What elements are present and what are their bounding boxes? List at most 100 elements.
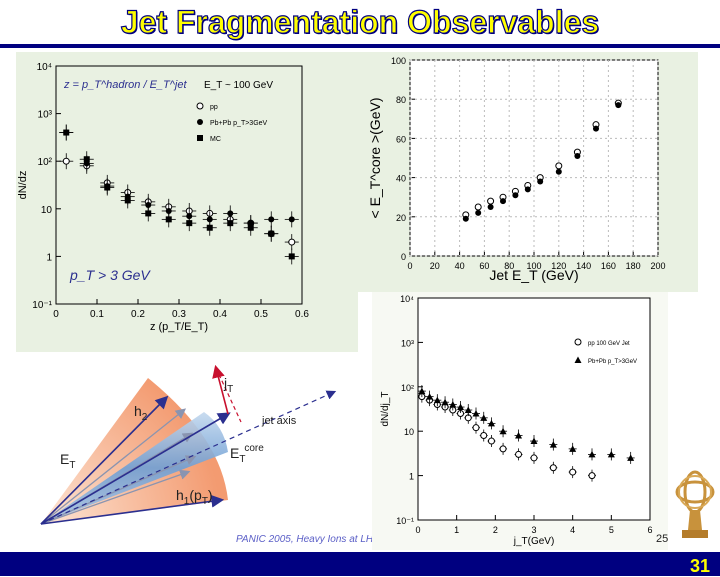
x-tick-label: 40 xyxy=(455,261,465,271)
data-point xyxy=(145,202,152,209)
y-tick-label: 10 xyxy=(41,205,53,216)
x-tick-label: 0.4 xyxy=(213,309,227,320)
y-tick-label: 10⁴ xyxy=(400,294,414,304)
x-tick-label: 140 xyxy=(576,261,591,271)
jt-projection xyxy=(215,367,242,423)
y-tick-label: 10³ xyxy=(38,110,53,121)
data-point xyxy=(462,215,469,222)
x-tick-label: 1 xyxy=(454,525,459,535)
x-tick-label: 0.6 xyxy=(295,309,309,320)
data-point xyxy=(530,437,538,445)
data-point xyxy=(555,168,562,175)
data-point xyxy=(524,186,531,193)
data-point xyxy=(288,253,295,260)
legend-entry: pp xyxy=(210,104,218,111)
x-tick-label: 80 xyxy=(504,261,514,271)
legend-entry: MC xyxy=(210,136,221,143)
et-core-label: ETcore xyxy=(230,443,264,465)
data-point xyxy=(474,203,482,211)
y-axis-label: dN/dj_T xyxy=(380,391,391,426)
legend-marker xyxy=(574,338,582,346)
y-axis-label: dN/dz xyxy=(17,171,29,200)
data-point xyxy=(268,216,275,223)
x-tick-label: 100 xyxy=(526,261,541,271)
data-point xyxy=(593,125,599,132)
data-point xyxy=(165,207,172,214)
h1-track xyxy=(40,494,225,525)
fragmentation-chart: 0 0.1 0.2 0.3 0.4 0.5 0.6 10⁻¹ 1 10 10² 10³ 10⁴ z (p_… xyxy=(17,62,309,333)
h2-track xyxy=(40,395,169,525)
data-point xyxy=(83,156,90,163)
y-tick-label: 10⁻¹ xyxy=(32,300,52,311)
data-point xyxy=(569,468,577,476)
plot-frame xyxy=(417,297,651,521)
et-core-panel: 0 20 40 60 80 100 120 140 160 180 200 0 20 40 60 80 100 J… xyxy=(358,52,698,292)
et-vector xyxy=(40,412,231,525)
legend-marker xyxy=(574,356,582,363)
x-tick-label: 20 xyxy=(430,261,440,271)
x-tick-label: 120 xyxy=(551,261,566,271)
data-point xyxy=(426,393,434,400)
data-point xyxy=(537,178,544,185)
data-point xyxy=(104,184,111,191)
data-point xyxy=(515,450,523,458)
data-point xyxy=(206,216,213,223)
x-tick-label: 0 xyxy=(53,309,59,320)
data-point xyxy=(549,464,557,472)
y-tick-label: 1 xyxy=(46,252,52,263)
x-tick-label: 5 xyxy=(609,525,614,535)
legend-entry: pp 100 GeV Jet xyxy=(588,341,630,347)
y-tick-label: 20 xyxy=(396,213,406,223)
data-point xyxy=(288,216,295,223)
data-point xyxy=(487,204,494,210)
data-point xyxy=(480,414,488,421)
data-point xyxy=(555,162,563,170)
data-point xyxy=(530,454,538,462)
data-point xyxy=(62,157,70,165)
jt-vector xyxy=(212,364,229,415)
data-point xyxy=(433,396,441,404)
data-point xyxy=(145,210,152,217)
conference-footer: PANIC 2005, Heavy Ions at LHC, October 2… xyxy=(236,534,372,545)
data-point xyxy=(515,432,523,439)
data-point xyxy=(500,198,506,205)
data-point xyxy=(627,454,635,461)
x-tick-label: 0.1 xyxy=(90,309,104,320)
y-tick-label: 10³ xyxy=(401,338,414,348)
data-point xyxy=(472,424,480,432)
legend-marker xyxy=(197,119,203,125)
jet-diagram-panel: jT h2 jet axis ET ETcore h1(pT) PANIC 20… xyxy=(16,352,463,550)
jt-label: jT xyxy=(223,375,233,395)
y-tick-label: 10² xyxy=(38,157,53,168)
energy-label: E_T ~ 100 GeV xyxy=(204,80,273,91)
y-tick-label: 80 xyxy=(396,95,406,105)
x-axis-label: Jet E_T (GeV) xyxy=(489,267,578,283)
data-point xyxy=(449,400,457,408)
x-tick-label: 0 xyxy=(407,261,412,271)
x-tick-label: 0.3 xyxy=(172,309,186,320)
x-tick-label: 6 xyxy=(647,525,652,535)
jet-cone-diagram: jT h2 jet axis ET ETcore h1(pT) PANIC 20… xyxy=(40,364,463,545)
x-tick-label: 180 xyxy=(626,261,641,271)
data-point xyxy=(487,419,495,427)
x-tick-label: 0.2 xyxy=(131,309,145,320)
data-point xyxy=(615,102,622,109)
x-axis-label: j_T(GeV) xyxy=(513,536,555,547)
jt-panel: 0 1 2 3 4 5 6 10⁻¹ 1 10 10² 10³ 10⁴ j_T(GeV) dN/dj_T pp… xyxy=(372,292,668,550)
data-point xyxy=(487,437,495,445)
y-tick-label: 40 xyxy=(396,174,406,184)
data-point xyxy=(418,387,426,395)
data-point xyxy=(487,197,495,205)
jet-axis-label: jet axis xyxy=(261,415,297,427)
x-tick-label: 2 xyxy=(493,525,498,535)
footer-page-number: 25 xyxy=(656,533,669,545)
x-axis-label: z (p_T/E_T) xyxy=(150,321,208,333)
data-point xyxy=(499,445,507,453)
y-axis-label: < E_T^core >(GeV) xyxy=(367,98,383,219)
x-tick-label: 200 xyxy=(650,261,665,271)
data-point xyxy=(472,410,480,417)
data-point xyxy=(607,450,615,458)
data-point xyxy=(288,238,296,246)
data-point xyxy=(588,450,596,458)
x-tick-label: 3 xyxy=(531,525,536,535)
